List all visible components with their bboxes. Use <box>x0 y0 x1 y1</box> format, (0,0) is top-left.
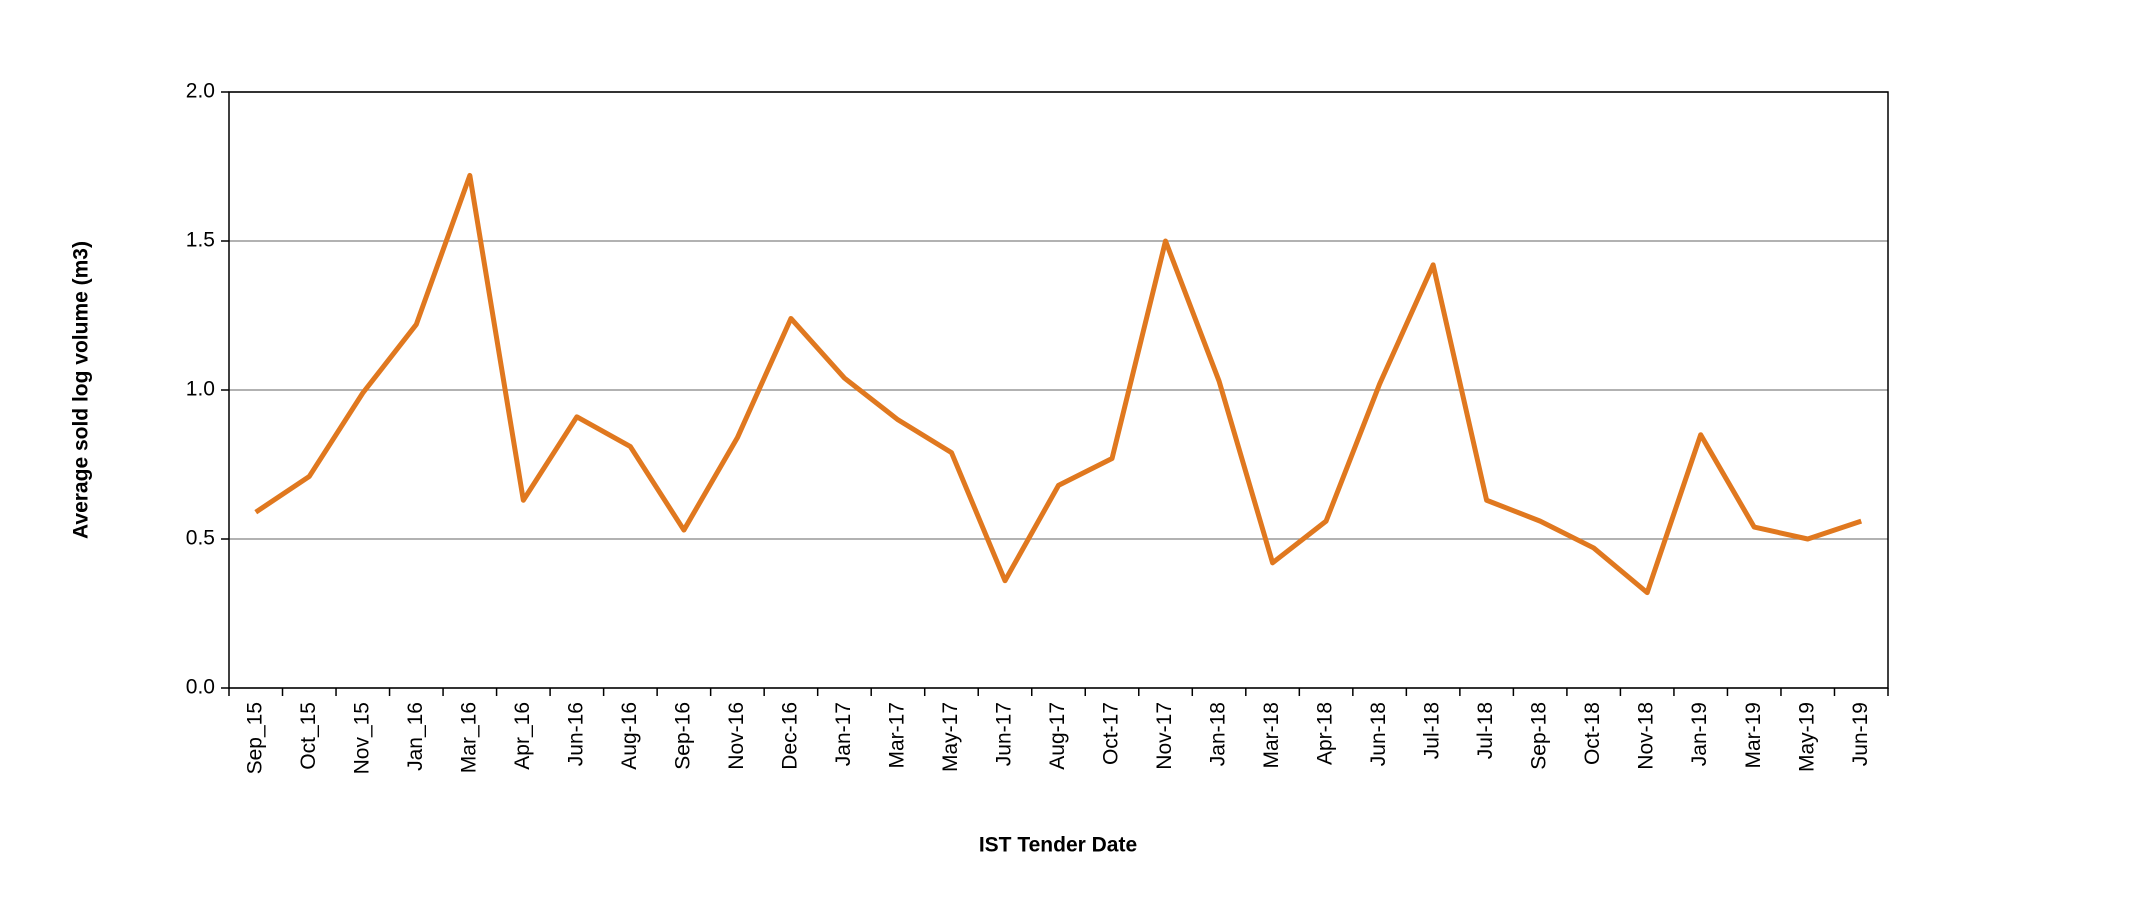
x-tick-label: Jun-19 <box>1849 702 1872 766</box>
x-tick-label: Apr_16 <box>511 702 534 770</box>
x-tick-label: Jan-18 <box>1207 702 1230 766</box>
x-tick-label: Mar-19 <box>1742 702 1765 769</box>
x-tick-label: Nov-18 <box>1635 702 1658 770</box>
x-tick-label: Dec-16 <box>778 702 801 770</box>
x-tick-label: Jun-16 <box>564 702 587 766</box>
plot-frame <box>228 91 1889 689</box>
x-tick-label: Jun-17 <box>993 702 1016 766</box>
y-axis-title: Average sold log volume (m3) <box>70 241 93 539</box>
x-tick-label: Jan_16 <box>404 702 427 771</box>
x-tick-label: Nov-17 <box>1153 702 1176 770</box>
x-tick-label: May-17 <box>939 702 962 772</box>
line-series <box>254 172 1863 596</box>
x-tick-label: Jul-18 <box>1474 702 1497 759</box>
x-tick-label: Jan-17 <box>832 702 855 766</box>
y-tick-label: 1.5 <box>186 229 215 252</box>
x-tick-label: Nov_15 <box>350 702 373 774</box>
x-tick-label: Aug-17 <box>1046 702 1069 770</box>
y-tick-label: 0.5 <box>186 527 215 550</box>
x-tick-label: Jun-18 <box>1367 702 1390 766</box>
x-tick-label: Mar_16 <box>457 702 480 773</box>
x-tick-label: Sep_15 <box>243 702 266 774</box>
x-tick-label: Mar-17 <box>885 702 908 769</box>
x-tick-label: Oct-18 <box>1581 702 1604 765</box>
x-tick-label: Aug-16 <box>618 702 641 770</box>
x-tick-label: Oct-17 <box>1100 702 1123 765</box>
x-tick-label: Mar-18 <box>1260 702 1283 769</box>
y-tick-label: 0.0 <box>186 676 215 699</box>
x-tick-label: Jul-18 <box>1421 702 1444 759</box>
x-tick-label: Apr-18 <box>1314 702 1337 765</box>
x-tick-label: May-19 <box>1795 702 1818 772</box>
x-tick-label: Oct_15 <box>297 702 320 770</box>
y-tick-label: 1.0 <box>186 378 215 401</box>
x-axis-title: IST Tender Date <box>979 834 1137 857</box>
y-tick-label: 2.0 <box>186 80 215 103</box>
x-tick-label: Nov-16 <box>725 702 748 770</box>
x-tick-label: Jan-19 <box>1688 702 1711 766</box>
x-tick-label: Sep-18 <box>1528 702 1551 770</box>
x-tick-label: Sep-16 <box>671 702 694 770</box>
